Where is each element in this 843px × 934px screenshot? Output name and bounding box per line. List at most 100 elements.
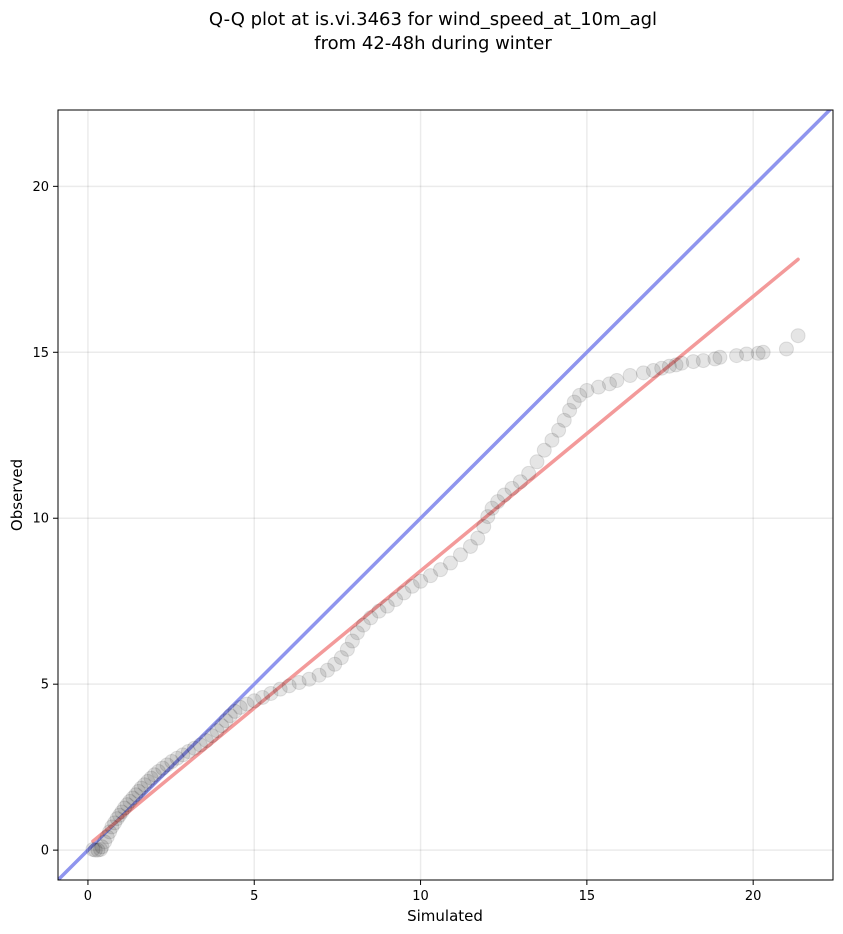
data-point [729, 348, 745, 364]
data-point [227, 703, 243, 719]
data-point [645, 363, 661, 379]
data-point [246, 693, 262, 709]
data-point [423, 568, 439, 584]
grid-lines [58, 110, 833, 880]
data-point [674, 355, 690, 371]
data-point [579, 382, 595, 398]
data-point [186, 740, 202, 756]
data-point [750, 345, 766, 361]
reference-lines [58, 110, 833, 880]
data-point [512, 474, 528, 490]
data-point [130, 783, 146, 799]
data-point [695, 353, 711, 369]
y-axis-label: Observed [8, 459, 26, 531]
data-point [319, 662, 335, 678]
data-point [668, 357, 684, 373]
data-point [601, 376, 617, 392]
data-point [222, 708, 238, 724]
data-point [175, 747, 191, 763]
data-point [778, 341, 794, 357]
data-point [504, 480, 520, 496]
data-point [102, 824, 118, 840]
data-point [496, 487, 512, 503]
y-tick-label: 5 [41, 678, 49, 693]
data-point [107, 815, 123, 831]
chart-title-line-2: from 42-48h during winter [314, 33, 552, 54]
data-point [311, 667, 327, 683]
data-point [192, 737, 208, 753]
data-point [712, 349, 728, 365]
data-point [536, 442, 552, 458]
data-point [90, 842, 106, 858]
plot-frame [57, 109, 834, 881]
data-point [180, 744, 196, 760]
data-point [198, 733, 214, 749]
data-point [470, 530, 486, 546]
data-point [85, 841, 101, 857]
data-point [685, 354, 701, 370]
data-point [272, 681, 288, 697]
x-tick-label: 5 [250, 889, 258, 904]
data-point [122, 793, 138, 809]
data-point [263, 685, 279, 701]
data-point [404, 578, 420, 594]
data-point [327, 656, 343, 672]
data-point [661, 358, 677, 374]
data-point [544, 432, 560, 448]
data-point [433, 562, 449, 578]
data-point [87, 842, 103, 858]
data-point [413, 573, 429, 589]
data-point [93, 841, 109, 857]
y-tick-label: 10 [32, 512, 49, 527]
data-point [239, 696, 255, 712]
data-point [344, 633, 360, 649]
data-points [85, 328, 806, 858]
data-point [169, 750, 185, 766]
data-point [301, 671, 317, 687]
data-point [371, 603, 387, 619]
data-point [480, 509, 496, 525]
data-point [490, 494, 506, 510]
data-point [355, 617, 371, 633]
data-point [379, 598, 395, 614]
data-point [333, 650, 349, 666]
data-point [159, 757, 175, 773]
data-point [462, 538, 478, 554]
data-point [112, 807, 128, 823]
data-point [622, 368, 638, 384]
data-point [128, 787, 144, 803]
data-point [204, 728, 220, 744]
x-axis-label: Simulated [407, 907, 483, 925]
chart-title-line-1: Q-Q plot at is.vi.3463 for wind_speed_at… [209, 9, 657, 30]
data-point [339, 641, 355, 657]
data-point [452, 547, 468, 563]
data-point [609, 372, 625, 388]
data-point [388, 592, 404, 608]
data-point [136, 777, 152, 793]
data-point [529, 454, 545, 470]
data-point [572, 387, 588, 403]
data-point [363, 610, 379, 626]
data-point [150, 763, 166, 779]
data-point [155, 760, 171, 776]
data-point [551, 422, 567, 438]
data-point [442, 555, 458, 571]
x-tick-label: 10 [412, 889, 429, 904]
data-point [119, 797, 135, 813]
data-point [291, 675, 307, 691]
data-point [133, 780, 149, 796]
data-point [109, 811, 125, 827]
data-point [214, 718, 230, 734]
y-tick-label: 0 [41, 844, 49, 859]
data-point [476, 519, 492, 535]
data-point [146, 767, 162, 783]
data-point [232, 699, 248, 715]
data-point [143, 770, 159, 786]
data-point [140, 773, 156, 789]
data-point [164, 754, 180, 770]
data-point [591, 379, 607, 395]
x-tick-label: 0 [84, 889, 92, 904]
data-point [97, 834, 113, 850]
data-point [125, 790, 141, 806]
